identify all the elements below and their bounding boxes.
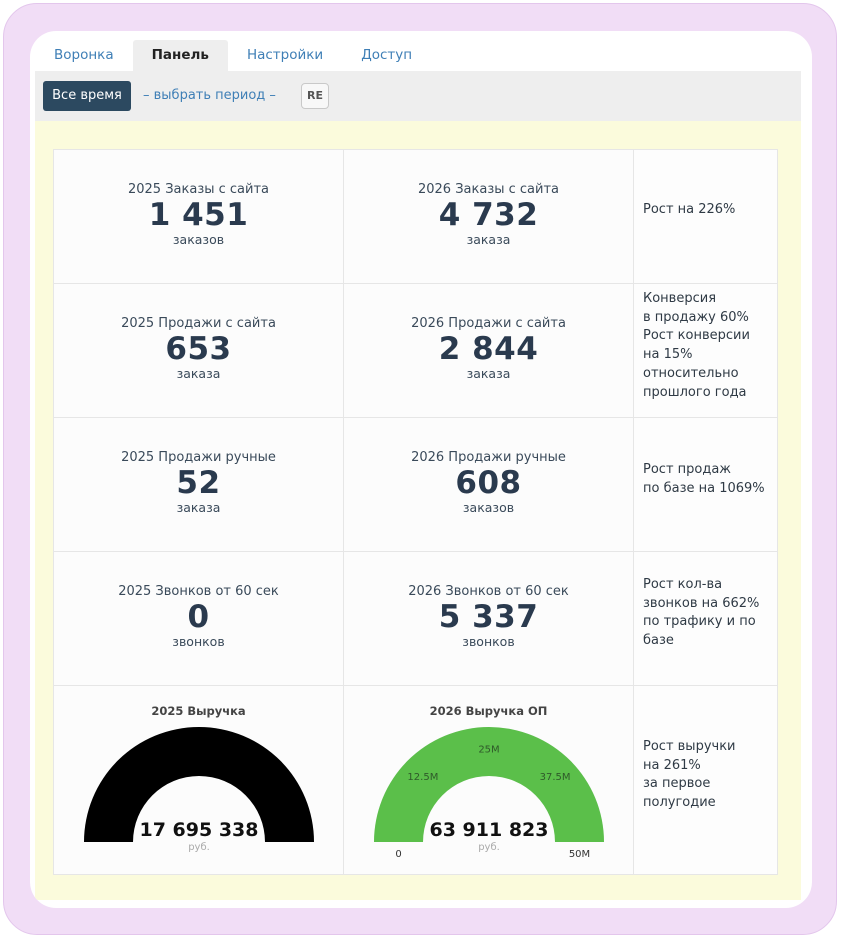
metric-unit: заказов [172,232,225,247]
note-line: Рост конверсии [643,328,750,344]
metric-note: Рост продаж по базе на 1069% [634,418,778,552]
metric-unit: заказов [462,500,515,515]
note-line: по трафику и по [643,614,756,630]
note-line: звонков на 662% [643,595,760,611]
re-button[interactable]: RE [301,83,329,109]
metric-card-2026: 2026 Продажи ручные 608 заказов [344,418,634,552]
metric-row: 2025 Продажи с сайта 653 заказа 2026 Про… [54,284,778,418]
note-line: в продажу 60% [643,309,749,325]
metric-label: 2025 Звонков от 60 сек [118,584,279,599]
metric-label: 2026 Продажи ручные [411,450,566,465]
metric-card-2026: 2026 Заказы с сайта 4 732 заказа [344,150,634,284]
note-line: за первое [643,776,711,792]
metric-value: 5 337 [438,599,539,635]
note-line: на 15% [643,347,693,363]
dashboard-screen: Воронка Панель Настройки Доступ Все врем… [30,31,812,908]
metric-unit: заказа [466,366,511,381]
gauge-title: 2026 Выручка ОП [429,704,548,718]
note-line: базе [643,633,674,649]
note-text: Рост на 226% [643,201,735,220]
metric-note: Рост выручки на 261% за первое полугодие [634,686,778,875]
note-line: прошлого года [643,384,747,400]
gauge-value-text: 17 695 338 [140,819,259,841]
metric-unit: заказа [466,232,511,247]
note-line: относительно [643,365,739,381]
metric-card-2025: 2025 Заказы с сайта 1 451 заказов [54,150,344,284]
gauge-value-text: 63 911 823 [430,819,549,841]
tab-access[interactable]: Доступ [361,47,413,63]
metric-row: 2025 Звонков от 60 сек 0 звонков 2026 Зв… [54,552,778,686]
gauge-title: 2025 Выручка [151,704,246,718]
gauge-unit-text: руб. [478,842,500,853]
metrics-grid: 2025 Заказы с сайта 1 451 заказов 2026 З… [53,149,778,875]
gauge-unit-text: руб. [188,842,210,853]
revenue-gauge-2025: 2025 Выручка 17 695 338 руб. [54,686,344,875]
tab-funnel[interactable]: Воронка [54,47,114,63]
metric-label: 2026 Заказы с сайта [417,182,560,197]
note-line: Рост на 226% [643,202,736,217]
gauge-value-arc [374,727,604,842]
gauge-tick-label: 37.5M [540,772,571,783]
metric-value: 1 451 [148,197,249,233]
gauge-tick-label: 50M [569,849,590,860]
metric-unit: звонков [462,634,515,649]
metric-card-2026: 2026 Продажи с сайта 2 844 заказа [344,284,634,418]
metric-note: Рост на 226% [634,150,778,284]
metric-card-2025: 2025 Продажи с сайта 653 заказа [54,284,344,418]
metric-label: 2025 Продажи с сайта [121,316,276,331]
choose-period-link[interactable]: – выбрать период – [143,88,276,103]
metric-note: Рост кол-ва звонков на 662% по трафику и… [634,552,778,686]
note-line: на 261% [643,757,701,773]
metric-value: 52 [176,465,221,501]
gauge-value-arc [84,727,314,842]
metric-label: 2026 Звонков от 60 сек [408,584,569,599]
metric-card-2025: 2025 Продажи ручные 52 заказа [54,418,344,552]
metric-label: 2025 Заказы с сайта [127,182,270,197]
revenue-row: 2025 Выручка 17 695 338 руб. 2026 Выручка… [54,686,778,875]
metric-card-2025: 2025 Звонков от 60 сек 0 звонков [54,552,344,686]
note-text: Конверсия в продажу 60% Рост конверсии н… [643,290,750,402]
note-line: Рост кол-ва [643,577,723,592]
note-line: Рост продаж [643,462,732,477]
revenue-gauge-2026: 2026 Выручка ОП 0 12.5M 25M 37.5M 50M 63 911 … [344,686,634,875]
metric-value: 653 [165,331,232,367]
metric-label: 2026 Продажи с сайта [411,316,566,331]
metric-row: 2025 Продажи ручные 52 заказа 2026 Прода… [54,418,778,552]
tab-panel[interactable]: Панель [132,40,228,71]
gauge-tick-label: 12.5M [407,772,438,783]
metric-unit: заказа [176,366,221,381]
metric-value: 0 [187,599,210,635]
dashboard-area: 2025 Заказы с сайта 1 451 заказов 2026 З… [35,121,801,900]
metric-card-2026: 2026 Звонков от 60 сек 5 337 звонков [344,552,634,686]
note-text: Рост кол-ва звонков на 662% по трафику и… [643,576,759,651]
note-line: полугодие [643,795,716,811]
gauge-tick-label: 25M [478,745,499,756]
note-line: Рост выручки [643,739,736,754]
metric-value: 4 732 [438,197,539,233]
all-time-button[interactable]: Все время [43,81,131,111]
tab-bar: Воронка Панель Настройки Доступ [35,40,431,71]
gauge-tick-label: 0 [395,849,401,860]
metric-value: 2 844 [438,331,539,367]
tab-settings[interactable]: Настройки [246,47,324,63]
note-text: Рост продаж по базе на 1069% [643,461,765,498]
note-line: Конверсия [643,291,717,306]
metric-value: 608 [455,465,522,501]
metric-label: 2025 Продажи ручные [121,450,276,465]
metric-note: Конверсия в продажу 60% Рост конверсии н… [634,284,778,418]
note-line: по базе на 1069% [643,480,765,496]
note-text: Рост выручки на 261% за первое полугодие [643,738,736,813]
metric-row: 2025 Заказы с сайта 1 451 заказов 2026 З… [54,150,778,284]
metric-unit: заказа [176,500,221,515]
filter-toolbar: Все время – выбрать период – RE [35,71,801,121]
metric-unit: звонков [172,634,225,649]
